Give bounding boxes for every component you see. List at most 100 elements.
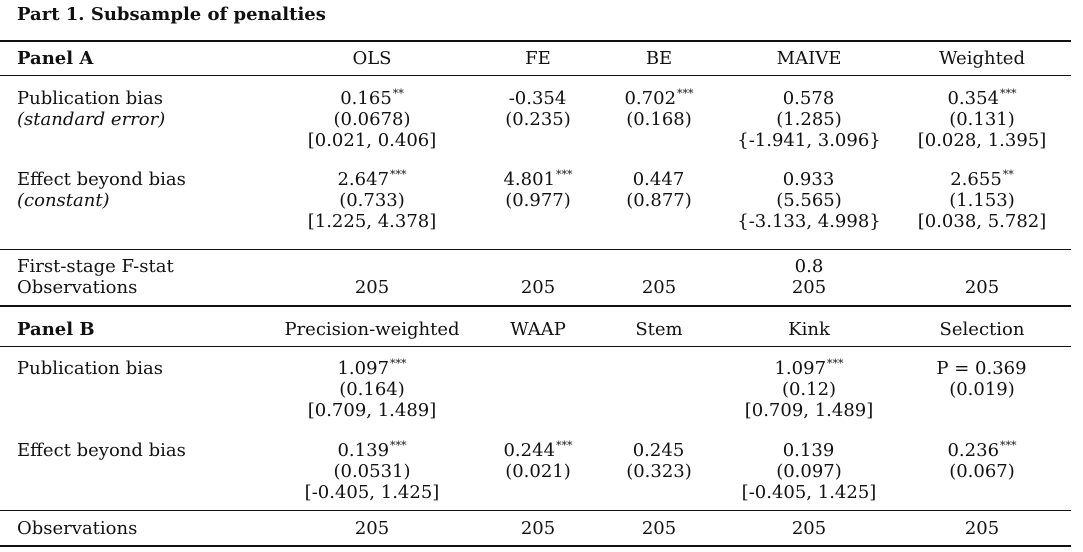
observations-label: Observations [17, 277, 138, 298]
confidence-interval: [0.021, 0.406] [307, 130, 437, 151]
table-title: Part 1. Subsample of penalties [17, 4, 326, 25]
significance-stars: *** [390, 439, 407, 452]
standard-error: (0.131) [949, 109, 1015, 130]
standard-error: (0.019) [949, 379, 1015, 400]
column-header: Selection [939, 319, 1025, 340]
row-label: Publication bias [17, 88, 163, 109]
observations-label: Observations [17, 518, 138, 539]
confidence-interval: [0.709, 1.489] [307, 400, 437, 421]
coefficient: 2.647 [337, 169, 390, 190]
estimate-value: 0.447 [588, 169, 730, 190]
standard-error: (0.323) [626, 461, 692, 482]
estimate-value: 0.578 [730, 88, 888, 109]
observations-value: 205 [354, 277, 390, 298]
significance-stars: *** [1000, 87, 1017, 100]
section-rule [0, 510, 1071, 511]
estimate-value: 0.244*** [488, 440, 588, 461]
significance-stars: *** [390, 357, 407, 370]
standard-error: (0.977) [505, 190, 571, 211]
coefficient: 0.933 [782, 169, 835, 190]
observations-value: 205 [791, 277, 827, 298]
column-header: MAIVE [776, 48, 842, 69]
header-rule [0, 346, 1071, 347]
estimate-value: 4.801*** [488, 169, 588, 190]
coefficient: 0.245 [632, 440, 685, 461]
column-header: OLS [352, 48, 392, 69]
standard-error: (0.021) [505, 461, 571, 482]
standard-error: (0.0678) [333, 109, 411, 130]
panel-a-label: Panel A [17, 48, 94, 69]
column-header: Stem [635, 319, 683, 340]
coefficient: 0.447 [632, 169, 685, 190]
bottom-rule [0, 545, 1071, 547]
significance-stars: *** [556, 439, 573, 452]
coefficient: 0.139 [337, 440, 390, 461]
confidence-interval: [0.028, 1.395] [917, 130, 1047, 151]
coefficient: 0.578 [782, 88, 835, 109]
row-label: Effect beyond bias [17, 169, 186, 190]
estimate-value: 0.236*** [888, 440, 1076, 461]
confidence-interval: [0.709, 1.489] [744, 400, 874, 421]
coefficient: 2.655 [950, 169, 1002, 190]
column-header: Weighted [939, 48, 1025, 69]
coefficient: 0.236 [947, 440, 1000, 461]
significance-stars: *** [556, 168, 573, 181]
significance-stars: *** [827, 357, 844, 370]
estimate-value: P = 0.369 [888, 358, 1076, 379]
significance-stars: ** [1002, 168, 1014, 181]
significance-stars: ** [392, 87, 404, 100]
estimate-value: 1.097*** [730, 358, 888, 379]
panel-b-label: Panel B [17, 319, 95, 340]
estimate-value [488, 358, 588, 379]
row-sublabel: (constant) [17, 190, 110, 211]
observations-value: 205 [791, 518, 827, 539]
standard-error: (0.164) [339, 379, 405, 400]
header-rule [0, 75, 1071, 76]
coefficient: 0.244 [503, 440, 556, 461]
column-header: Kink [788, 319, 830, 340]
confidence-interval: [1.225, 4.378] [307, 211, 437, 232]
coefficient: 0.354 [947, 88, 1000, 109]
standard-error: (0.877) [626, 190, 692, 211]
observations-value: 205 [964, 277, 1000, 298]
standard-error: (0.0531) [333, 461, 411, 482]
top-rule [0, 40, 1071, 42]
fstat-label: First-stage F-stat [17, 256, 174, 277]
estimate-value [588, 358, 730, 379]
coefficient: -0.354 [508, 88, 567, 109]
significance-stars: *** [677, 87, 694, 100]
coefficient: 1.097 [774, 358, 827, 379]
confidence-interval: {-1.941, 3.096} [737, 130, 881, 151]
column-header: BE [645, 48, 673, 69]
row-label: Publication bias [17, 358, 163, 379]
standard-error: (5.565) [776, 190, 842, 211]
coefficient: 1.097 [337, 358, 390, 379]
significance-stars: *** [390, 168, 407, 181]
coefficient: P = 0.369 [936, 358, 1027, 379]
confidence-interval: [0.038, 5.782] [917, 211, 1047, 232]
fstat-value: 0.8 [794, 256, 824, 277]
confidence-interval: [-0.405, 1.425] [304, 482, 440, 503]
standard-error: (0.168) [626, 109, 692, 130]
row-sublabel: (standard error) [17, 109, 166, 130]
standard-error: (1.153) [949, 190, 1015, 211]
confidence-interval: [-0.405, 1.425] [741, 482, 877, 503]
observations-value: 205 [964, 518, 1000, 539]
coefficient: 0.165 [340, 88, 392, 109]
observations-value: 205 [354, 518, 390, 539]
observations-value: 205 [641, 518, 677, 539]
standard-error: (0.097) [776, 461, 842, 482]
estimate-value: 0.165** [258, 88, 486, 109]
coefficient: 4.801 [503, 169, 556, 190]
confidence-interval: {-3.133, 4.998} [737, 211, 881, 232]
standard-error: (0.12) [781, 379, 837, 400]
significance-stars: *** [1000, 439, 1017, 452]
column-header: WAAP [510, 319, 566, 340]
observations-value: 205 [520, 277, 556, 298]
coefficient: 0.702 [624, 88, 677, 109]
row-label: Effect beyond bias [17, 440, 186, 461]
section-rule [0, 249, 1071, 250]
standard-error: (0.733) [339, 190, 405, 211]
standard-error: (0.067) [949, 461, 1015, 482]
estimate-value: 0.933 [730, 169, 888, 190]
